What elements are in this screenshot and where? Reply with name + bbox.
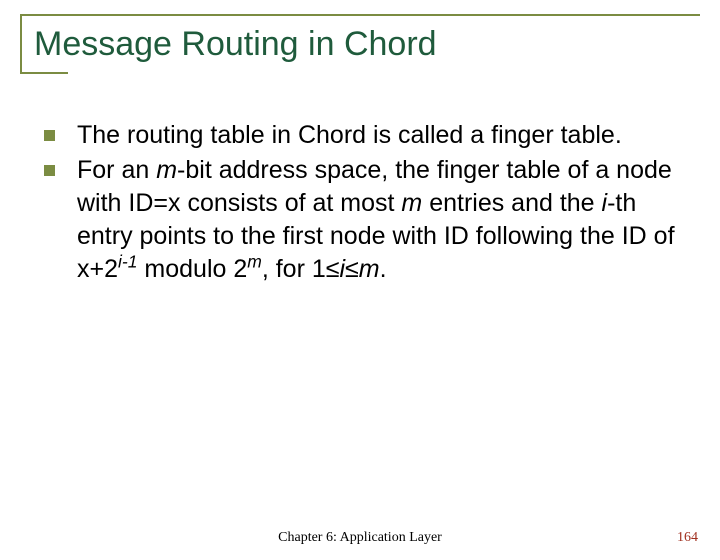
page-number: 164: [677, 530, 698, 546]
title-rule-bottom: [20, 72, 68, 74]
bullet-row: The routing table in Chord is called a f…: [44, 119, 676, 152]
footer-text: Chapter 6: Application Layer: [278, 530, 442, 546]
slide: Message Routing in Chord The routing tab…: [0, 20, 720, 560]
bullet-square-icon: [44, 165, 55, 176]
bullet-text: The routing table in Chord is called a f…: [77, 119, 622, 152]
title-rule-top: [20, 14, 700, 16]
title-rule-left: [20, 14, 22, 72]
content-area: The routing table in Chord is called a f…: [44, 119, 676, 286]
bullet-row: For an m-bit address space, the finger t…: [44, 154, 676, 286]
title-block: Message Routing in Chord: [20, 20, 700, 69]
bullet-square-icon: [44, 130, 55, 141]
bullet-text: For an m-bit address space, the finger t…: [77, 154, 676, 286]
footer: Chapter 6: Application Layer: [0, 530, 720, 546]
slide-title: Message Routing in Chord: [20, 20, 700, 69]
